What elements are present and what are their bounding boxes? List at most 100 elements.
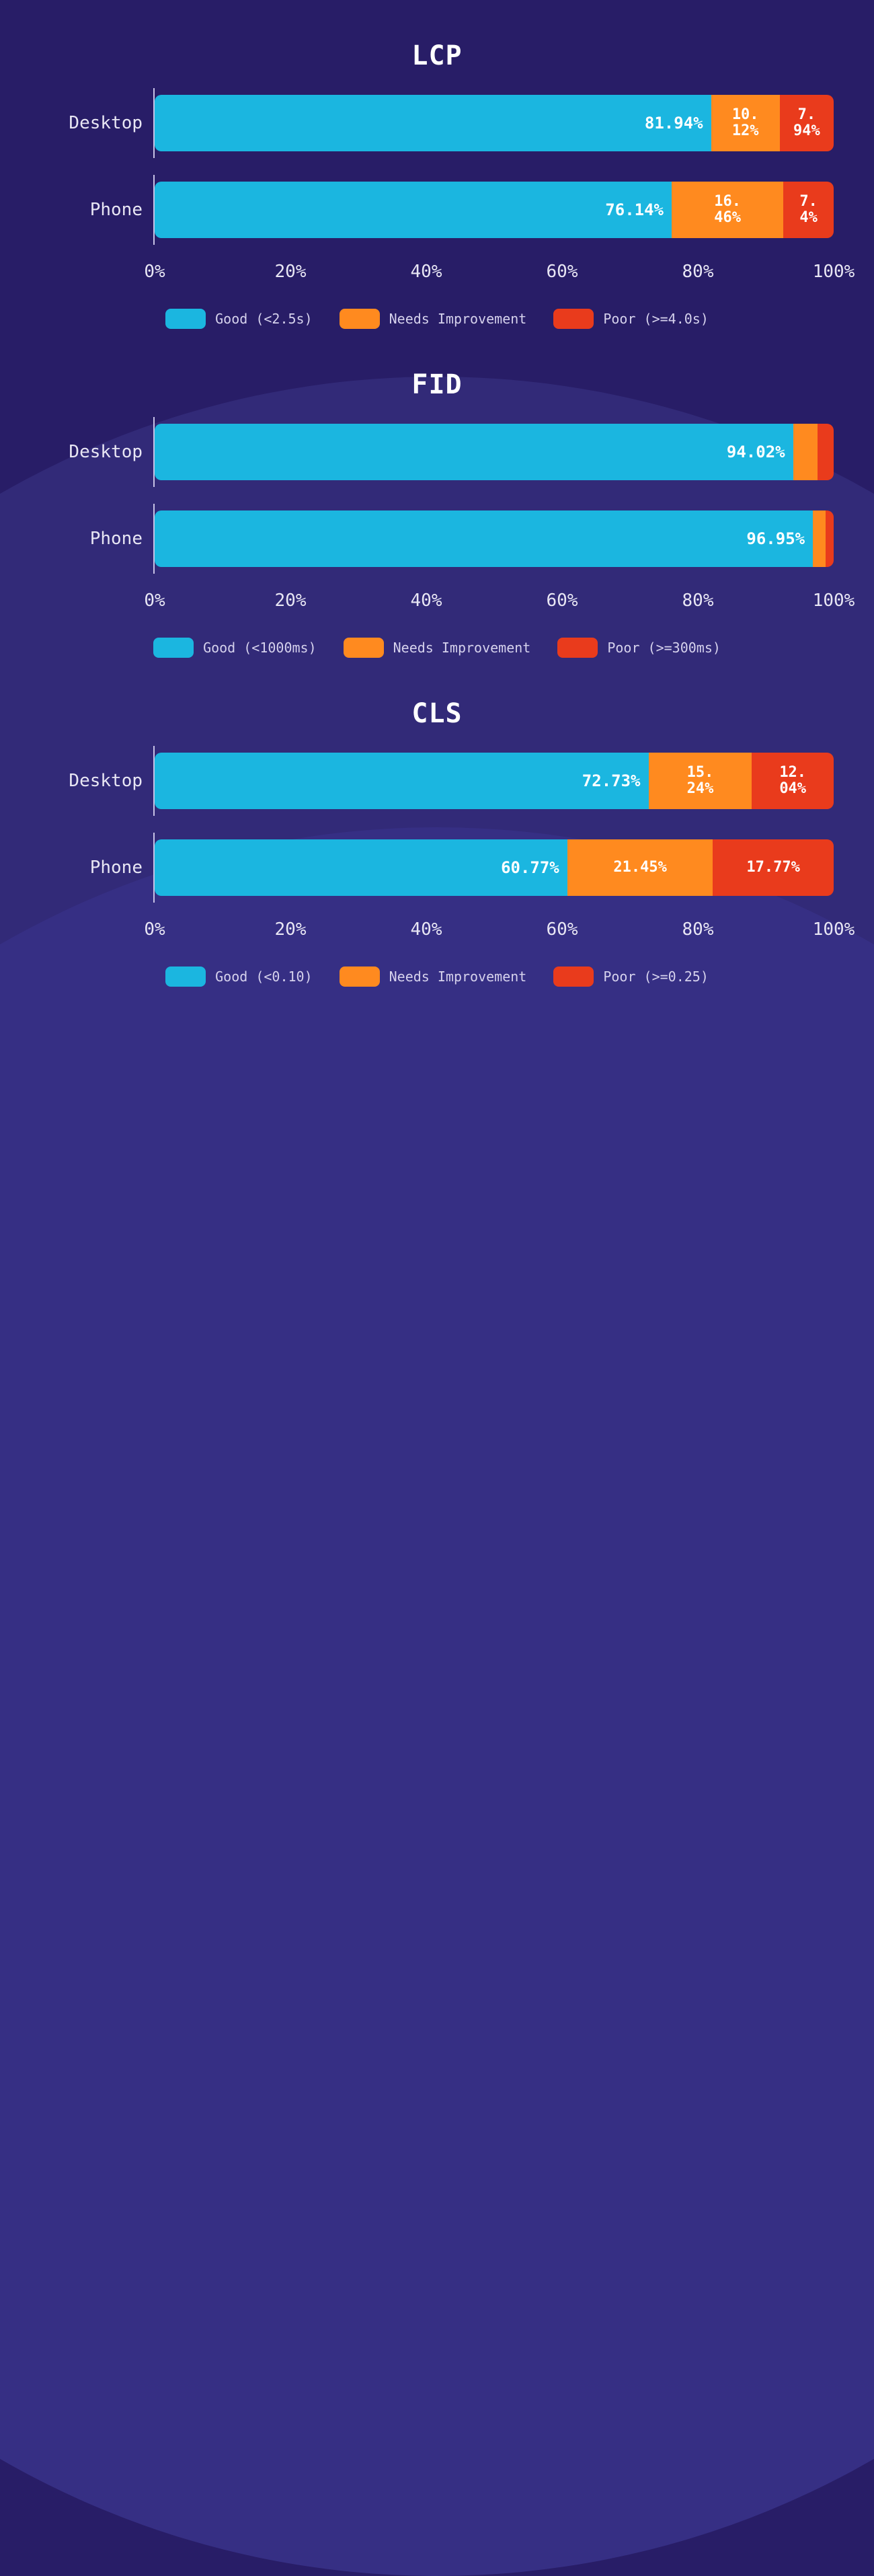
background-arc [0, 827, 874, 2576]
legend-item-good: Good (<2.5s) [165, 309, 313, 329]
segment-good: 72.73% [155, 753, 649, 809]
legend-item-needs: Needs Improvement [344, 638, 531, 658]
row-label: Desktop [40, 771, 155, 791]
x-tick: 20% [275, 262, 307, 282]
bar-row: Desktop81.94%10. 12%7. 94% [40, 95, 834, 151]
legend-item-good: Good (<1000ms) [153, 638, 317, 658]
bar-area: 60.77%21.45%17.77% [155, 839, 834, 896]
row-label: Phone [40, 858, 155, 878]
row-label: Phone [40, 200, 155, 220]
bar-row: Desktop94.02%3.58%2.4% [40, 424, 834, 480]
legend-swatch [344, 638, 384, 658]
bar-area: 96.95%1.86%1.2% [155, 510, 834, 567]
legend: Good (<2.5s) Needs Improvement Poor (>=4.0… [40, 309, 834, 329]
legend-item-poor: Poor (>=4.0s) [553, 309, 709, 329]
bar-row: Phone76.14%16. 46%7. 4% [40, 182, 834, 238]
bar-area: 94.02%3.58%2.4% [155, 424, 834, 480]
legend-label: Needs Improvement [389, 969, 527, 985]
segment-needs: 15. 24% [649, 753, 752, 809]
segment-poor: 7. 94% [780, 95, 834, 151]
chart-cls: CLS Desktop72.73%15. 24%12. 04% Phone60.77… [40, 698, 834, 987]
stacked-bar: 72.73%15. 24%12. 04% [155, 753, 834, 809]
x-tick: 40% [411, 262, 442, 282]
segment-needs: 21.45% [567, 839, 713, 896]
legend-item-poor: Poor (>=0.25) [553, 967, 709, 987]
x-tick: 40% [411, 591, 442, 611]
x-tick: 0% [144, 919, 165, 940]
legend-label: Needs Improvement [389, 311, 527, 327]
bar-area: 81.94%10. 12%7. 94% [155, 95, 834, 151]
x-tick: 60% [547, 919, 578, 940]
segment-good: 81.94% [155, 95, 711, 151]
legend-swatch [153, 638, 194, 658]
stacked-bar: 60.77%21.45%17.77% [155, 839, 834, 896]
bar-row: Phone96.95%1.86%1.2% [40, 510, 834, 567]
segment-poor [818, 424, 834, 480]
x-tick: 0% [144, 262, 165, 282]
legend: Good (<0.10) Needs Improvement Poor (>=0.2… [40, 967, 834, 987]
row-label: Desktop [40, 113, 155, 133]
legend-item-poor: Poor (>=300ms) [557, 638, 721, 658]
segment-good: 94.02% [155, 424, 793, 480]
chart-fid: FID Desktop94.02%3.58%2.4% Phone96.95%1.86… [40, 369, 834, 658]
legend-swatch [165, 967, 206, 987]
chart-title: FID [40, 369, 834, 400]
legend-item-good: Good (<0.10) [165, 967, 313, 987]
x-tick: 80% [682, 591, 714, 611]
legend-item-needs: Needs Improvement [340, 309, 527, 329]
segment-poor: 17.77% [713, 839, 833, 896]
segment-needs [793, 424, 818, 480]
charts-panel: LCPDesktop81.94%10. 12%7. 94%Phone76.14%… [0, 0, 874, 1054]
legend-label: Good (<0.10) [215, 969, 313, 985]
segment-needs: 10. 12% [711, 95, 780, 151]
x-axis: 0%20%40%60%80%100% [155, 262, 834, 289]
x-tick: 80% [682, 919, 714, 940]
x-axis: 0%20%40%60%80%100% [155, 591, 834, 617]
legend-item-needs: Needs Improvement [340, 967, 527, 987]
chart-lcp: LCP Desktop81.94%10. 12%7. 94% Phone76.14%… [40, 40, 834, 329]
legend-label: Poor (>=300ms) [607, 640, 721, 656]
segment-poor [826, 510, 834, 567]
legend-label: Good (<2.5s) [215, 311, 313, 327]
row-label: Phone [40, 529, 155, 549]
stacked-bar: 81.94%10. 12%7. 94% [155, 95, 834, 151]
x-tick: 100% [813, 919, 855, 940]
x-tick: 80% [682, 262, 714, 282]
chart-title: CLS [40, 698, 834, 729]
bar-area: 72.73%15. 24%12. 04% [155, 753, 834, 809]
x-tick: 100% [813, 591, 855, 611]
legend-label: Poor (>=4.0s) [603, 311, 709, 327]
legend-label: Poor (>=0.25) [603, 969, 709, 985]
segment-needs [813, 510, 826, 567]
legend-swatch [165, 309, 206, 329]
legend: Good (<1000ms) Needs Improvement Poor (>=3… [40, 638, 834, 658]
x-tick: 60% [547, 591, 578, 611]
x-tick: 20% [275, 919, 307, 940]
x-tick: 0% [144, 591, 165, 611]
bar-area: 76.14%16. 46%7. 4% [155, 182, 834, 238]
chart-title: LCP [40, 40, 834, 71]
legend-swatch [340, 309, 380, 329]
stacked-bar: 94.02%3.58%2.4% [155, 424, 834, 480]
x-axis: 0%20%40%60%80%100% [155, 919, 834, 946]
legend-label: Needs Improvement [393, 640, 531, 656]
segment-good: 60.77% [155, 839, 567, 896]
x-tick: 100% [813, 262, 855, 282]
segment-poor: 7. 4% [783, 182, 834, 238]
x-tick: 20% [275, 591, 307, 611]
legend-swatch [553, 309, 594, 329]
segment-good: 76.14% [155, 182, 672, 238]
row-label: Desktop [40, 442, 155, 462]
legend-swatch [340, 967, 380, 987]
stacked-bar: 96.95%1.86%1.2% [155, 510, 834, 567]
stacked-bar: 76.14%16. 46%7. 4% [155, 182, 834, 238]
legend-swatch [553, 967, 594, 987]
segment-good: 96.95% [155, 510, 813, 567]
segment-poor: 12. 04% [752, 753, 834, 809]
legend-swatch [557, 638, 598, 658]
x-tick: 40% [411, 919, 442, 940]
bar-row: Phone60.77%21.45%17.77% [40, 839, 834, 896]
segment-needs: 16. 46% [672, 182, 783, 238]
x-tick: 60% [547, 262, 578, 282]
bar-row: Desktop72.73%15. 24%12. 04% [40, 753, 834, 809]
